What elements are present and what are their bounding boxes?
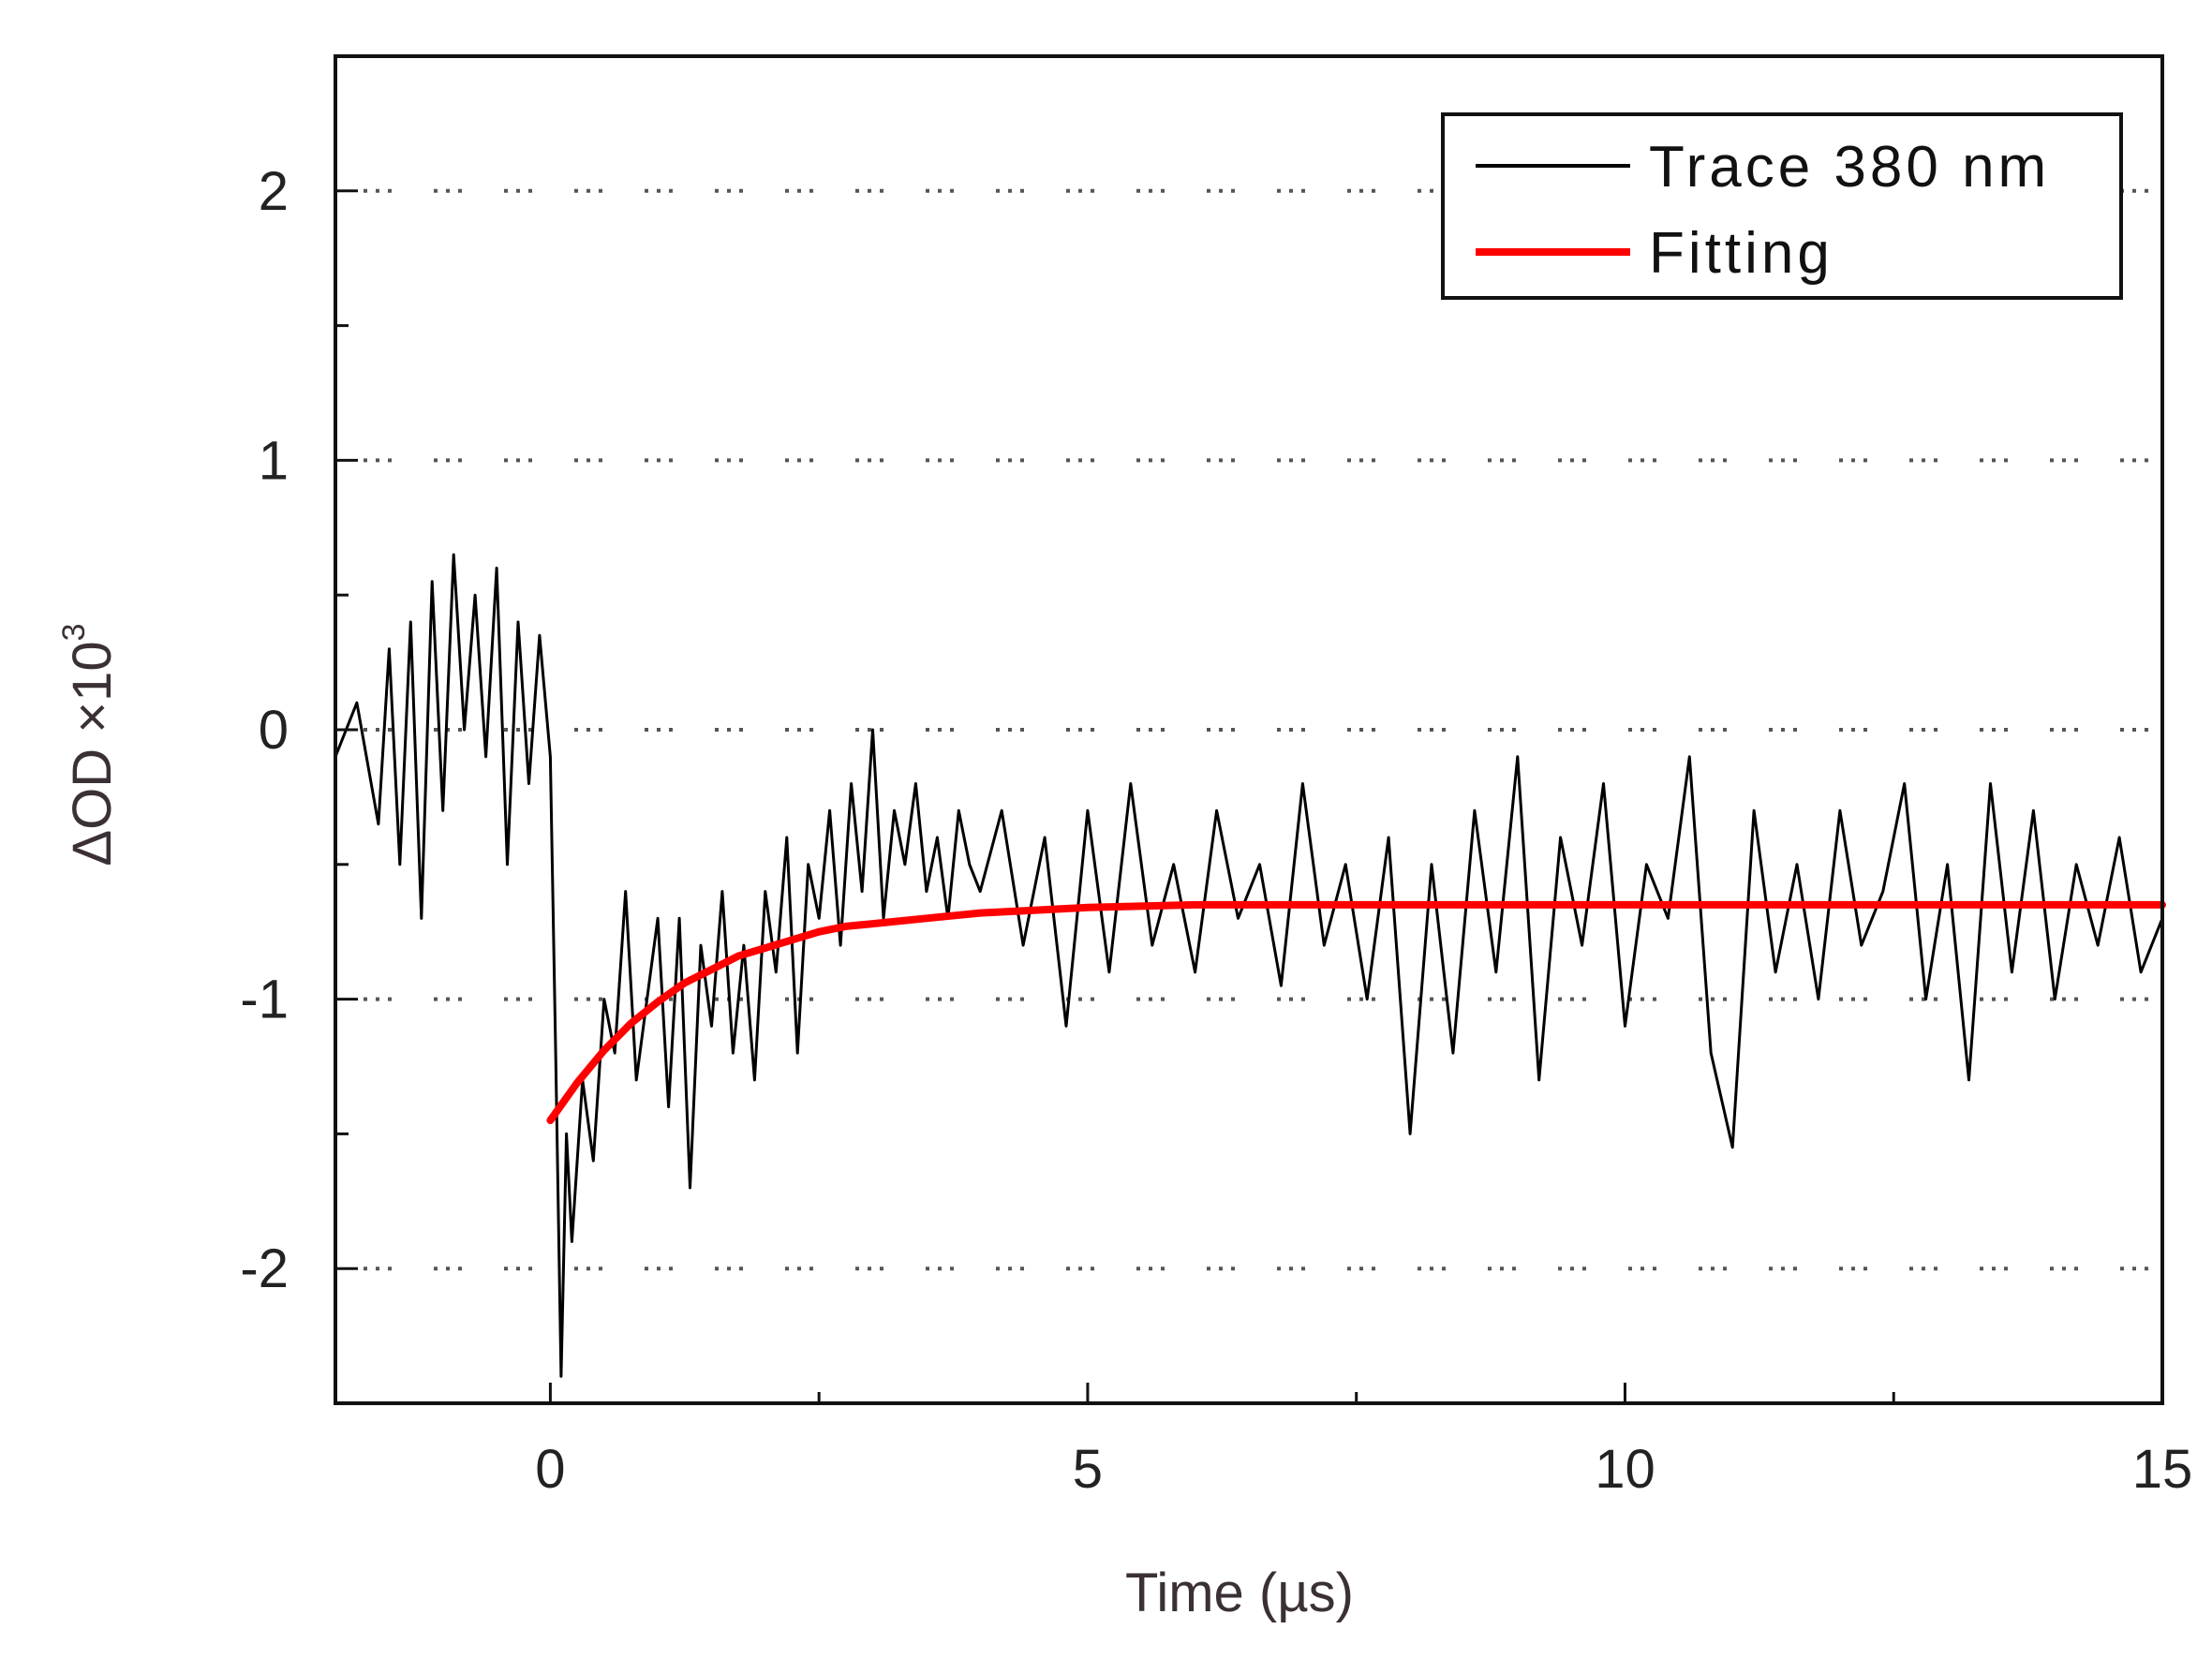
y-axis-label-exponent: 3 <box>56 623 92 641</box>
legend-label-trace: Trace 380 nm <box>1649 135 2050 200</box>
y-tick-label-0: -2 <box>240 1238 289 1299</box>
legend-label-fitting: Fitting <box>1649 221 1833 286</box>
y-axis-label-main: ΔOD ×10 <box>62 641 123 866</box>
y-tick-label-3: 1 <box>259 430 289 491</box>
y-tick-label-4: 2 <box>259 161 289 222</box>
x-tick-label-2: 10 <box>1595 1439 1655 1500</box>
y-axis-label: ΔOD ×103 <box>56 623 123 866</box>
series-line-fitting <box>546 900 2166 1124</box>
x-tick-label-3: 15 <box>2132 1439 2193 1500</box>
axis-tick-labels: 0 5 10 15 -2 -1 0 1 2 <box>240 161 2192 1500</box>
y-tick-label-2: 0 <box>259 700 289 761</box>
legend-box <box>1441 112 2123 300</box>
y-tick-label-1: -1 <box>240 970 289 1030</box>
legend: Trace 380 nm Fitting <box>1441 112 2123 300</box>
axis-ticks <box>335 54 2164 1405</box>
x-axis-label: Time (µs) <box>1125 1563 1354 1623</box>
x-tick-label-0: 0 <box>535 1439 565 1500</box>
x-tick-label-1: 5 <box>1073 1439 1103 1500</box>
y-axis-label-group: ΔOD ×103 <box>56 623 123 866</box>
plot-series <box>334 553 2166 1378</box>
